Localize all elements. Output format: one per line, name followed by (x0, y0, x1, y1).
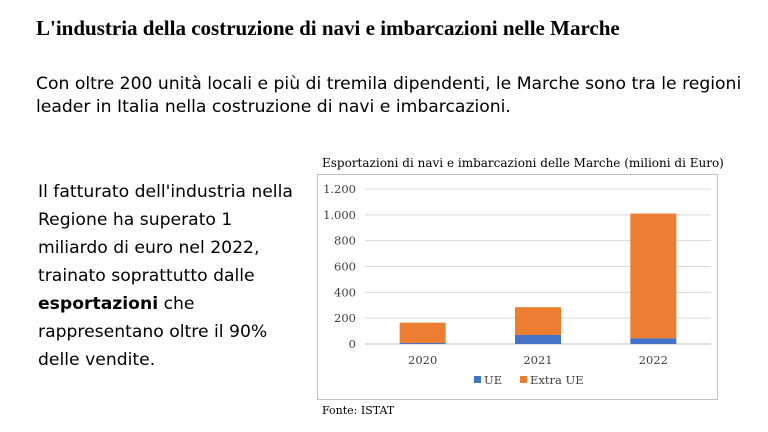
bar-extra-ue (399, 322, 446, 343)
legend-label: Extra UE (530, 373, 584, 387)
bar-ue (630, 338, 677, 344)
bar-extra-ue (630, 213, 677, 339)
legend-label: UE (484, 373, 502, 387)
intro-text: Con oltre 200 unità locali e più di trem… (36, 74, 742, 117)
body-text-part-1: Il fatturato dell'industria nella Region… (38, 182, 293, 286)
slide-title: L'industria della costruzione di navi e … (36, 16, 620, 40)
source-note: Fonte: ISTAT (322, 404, 395, 417)
chart-area: 0 200 400 600 800 1.000 1.200 2020 2021 2022 UE Ext… (317, 174, 718, 400)
chart-title: Esportazioni di navi e imbarcazioni dell… (322, 156, 724, 170)
y-tick-label: 800 (334, 234, 356, 248)
body-text-part-2: che rappresentano oltre il 90% delle ven… (38, 294, 268, 370)
legend-swatch-ue (474, 376, 481, 383)
x-tick-label: 2022 (639, 353, 668, 367)
y-tick-label: 1.000 (323, 208, 356, 222)
y-tick-label: 200 (334, 311, 356, 325)
y-tick-label: 0 (349, 337, 356, 351)
y-tick-label: 1.200 (323, 182, 356, 196)
body-text-emphasis: esportazioni (38, 294, 159, 314)
x-tick-label: 2020 (408, 353, 437, 367)
x-tick-label: 2021 (523, 353, 552, 367)
bar-ue (515, 334, 561, 344)
bar-extra-ue (515, 307, 561, 335)
y-tick-label: 400 (334, 285, 356, 299)
y-tick-label: 600 (334, 260, 356, 274)
bar-ue (399, 342, 446, 344)
legend-swatch-extra-ue (520, 376, 527, 383)
stacked-bar-chart: 0 200 400 600 800 1.000 1.200 2020 2021 2022 UE Ext… (323, 182, 711, 387)
body-text: Il fatturato dell'industria nella Region… (38, 178, 300, 374)
